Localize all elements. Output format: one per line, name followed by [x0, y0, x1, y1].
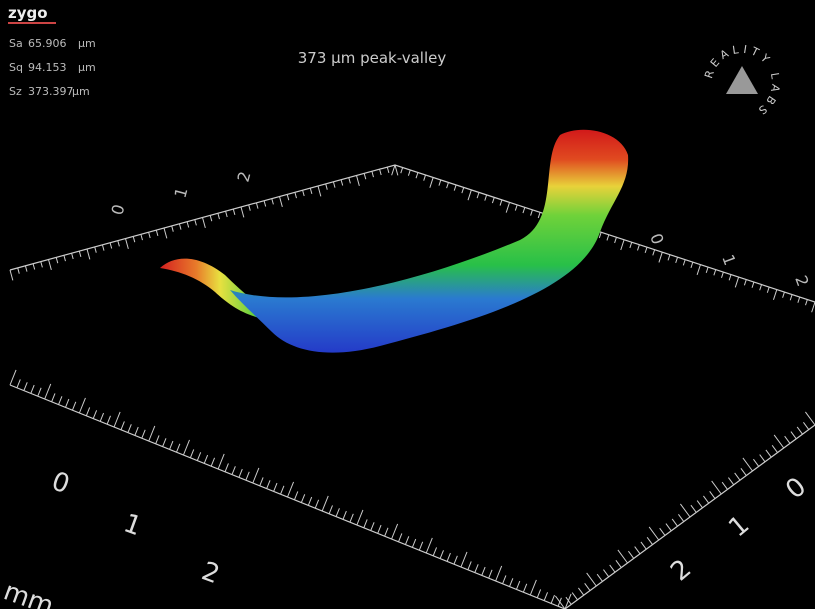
stat-unit: µm	[78, 61, 96, 74]
stat-value: 65.906	[28, 37, 67, 50]
page: zygo Sa 65.906 µm Sq 94.153 µm Sz 373.39…	[0, 0, 815, 609]
title: 373 µm peak-valley	[298, 49, 447, 67]
stat-label: Sq	[9, 61, 23, 74]
logo: zygo	[8, 4, 48, 22]
surface-view: zygo Sa 65.906 µm Sq 94.153 µm Sz 373.39…	[0, 0, 815, 609]
stat-label: Sa	[9, 37, 23, 50]
stat-unit: µm	[72, 85, 90, 98]
stat-value: 373.397	[28, 85, 74, 98]
stat-label: Sz	[9, 85, 22, 98]
stat-value: 94.153	[28, 61, 67, 74]
stat-unit: µm	[78, 37, 96, 50]
